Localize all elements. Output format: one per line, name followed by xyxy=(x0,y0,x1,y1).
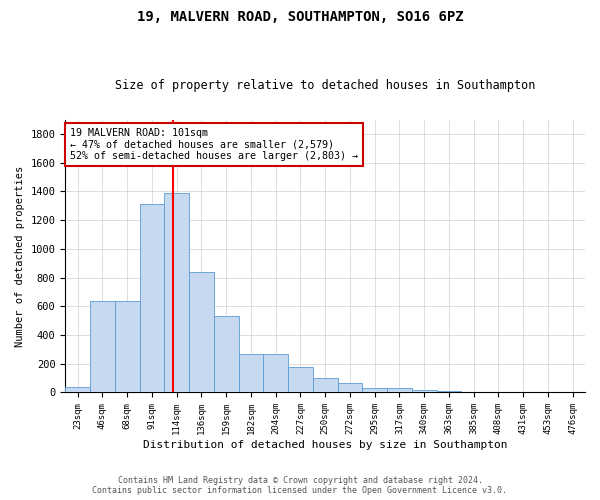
Bar xyxy=(288,366,313,392)
Bar xyxy=(115,300,140,392)
Bar xyxy=(140,204,164,392)
Bar xyxy=(362,388,387,392)
Bar xyxy=(65,386,90,392)
Bar xyxy=(263,354,288,393)
Bar xyxy=(239,354,263,393)
Text: Contains HM Land Registry data © Crown copyright and database right 2024.
Contai: Contains HM Land Registry data © Crown c… xyxy=(92,476,508,495)
Bar xyxy=(189,272,214,392)
Bar xyxy=(214,316,239,392)
Bar xyxy=(412,390,437,392)
Bar xyxy=(313,378,338,392)
Title: Size of property relative to detached houses in Southampton: Size of property relative to detached ho… xyxy=(115,79,535,92)
X-axis label: Distribution of detached houses by size in Southampton: Distribution of detached houses by size … xyxy=(143,440,508,450)
Bar xyxy=(387,388,412,392)
Y-axis label: Number of detached properties: Number of detached properties xyxy=(15,166,25,346)
Bar xyxy=(164,193,189,392)
Text: 19 MALVERN ROAD: 101sqm
← 47% of detached houses are smaller (2,579)
52% of semi: 19 MALVERN ROAD: 101sqm ← 47% of detache… xyxy=(70,128,358,161)
Bar xyxy=(90,300,115,392)
Text: 19, MALVERN ROAD, SOUTHAMPTON, SO16 6PZ: 19, MALVERN ROAD, SOUTHAMPTON, SO16 6PZ xyxy=(137,10,463,24)
Bar xyxy=(437,391,461,392)
Bar xyxy=(338,383,362,392)
